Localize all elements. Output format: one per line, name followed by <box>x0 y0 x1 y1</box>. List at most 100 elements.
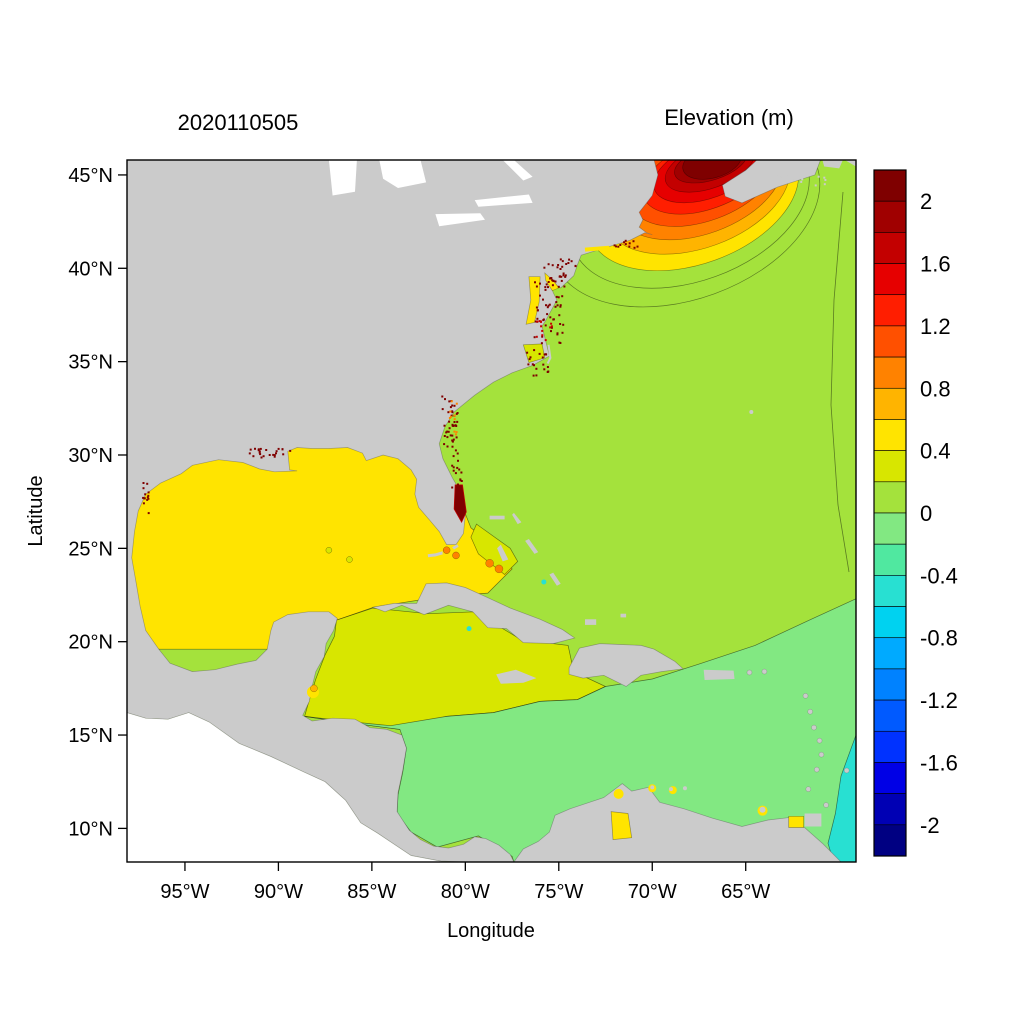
bahama-bank-spots <box>485 559 494 568</box>
colorbar-tick-label: -0.8 <box>920 626 958 651</box>
estuary-speckles-dot <box>446 436 449 439</box>
y-tick-label: 10°N <box>68 818 113 840</box>
estuary-speckles-dot <box>570 260 573 263</box>
estuary-speckles-dot <box>143 497 146 500</box>
y-tick-label: 20°N <box>68 632 113 654</box>
colorbar-block <box>873 263 907 296</box>
estuary-speckles-dot <box>538 352 541 355</box>
estuary-speckles-dot <box>452 455 455 458</box>
hispaniola-land <box>568 643 684 687</box>
x-tick-label: 70°W <box>628 881 677 903</box>
gulf-of-maine-surge-ring <box>682 160 742 180</box>
estuary-speckles-dot <box>557 296 560 299</box>
estuary-speckles-dot <box>142 496 145 499</box>
cuba-land <box>371 582 576 644</box>
estuary-speckles-dot <box>558 314 561 317</box>
estuary-speckles-dot <box>538 320 541 323</box>
estuary-speckles-dot <box>444 398 446 401</box>
estuary-speckles-dot <box>260 456 263 459</box>
estuary-speckles-dot <box>446 445 449 448</box>
estuary-speckles-dot <box>453 421 456 423</box>
estuary-speckles-dot <box>542 363 545 366</box>
estuary-speckles-dot <box>552 318 555 321</box>
long-island-bahamas-land <box>549 572 561 586</box>
estuary-speckles-dot <box>460 471 463 474</box>
estuary-speckles-dot <box>457 459 459 462</box>
cayman-low-spots <box>466 626 472 632</box>
estuary-speckles-dot <box>452 438 455 441</box>
lesser-antilles-islands <box>746 669 753 676</box>
estuary-speckles-dot <box>448 420 451 423</box>
estuary-speckles-dot <box>453 430 456 433</box>
abaco-land <box>512 512 522 525</box>
estuary-speckles-dot <box>527 363 530 366</box>
colorbar-block <box>873 356 907 389</box>
estuary-speckles-dot <box>272 453 275 456</box>
estuary-speckles-dot <box>624 243 627 246</box>
estuary-speckles-dot <box>540 342 543 345</box>
southern-caribbean <box>304 598 856 862</box>
pamlico-sound <box>522 343 546 364</box>
estuary-speckles-dot <box>535 306 538 309</box>
colorbar-block <box>873 762 907 794</box>
estuary-speckles-dot <box>628 242 631 245</box>
estuary-speckles-dot <box>564 275 567 278</box>
colorbar-block <box>873 668 907 701</box>
estuary-speckles-dot <box>564 274 567 277</box>
estuary-speckles-dot <box>451 464 454 467</box>
south-america-land <box>513 783 842 862</box>
estuary-speckles-dot <box>547 304 550 307</box>
jamaica-land <box>496 669 537 684</box>
estuary-speckles-dot <box>147 497 150 500</box>
estuary-speckles-dot <box>550 322 553 325</box>
colorbar: 2 1.6 1.2 0.8 0.4 0 -0.4 -0.8 -1.2 -1.6 -2 <box>873 169 958 857</box>
estuary-speckles-dot <box>528 358 531 361</box>
colorbar-block <box>873 450 907 483</box>
estuary-speckles-dot <box>268 454 271 456</box>
estuary-speckles-dot <box>561 295 564 298</box>
gulf-of-paria-high <box>788 815 805 828</box>
estuary-speckles-dot <box>446 430 449 433</box>
estuary-speckles-dot <box>574 264 577 267</box>
estuary-speckles-dot <box>551 264 554 267</box>
map-area <box>127 160 856 862</box>
estuary-speckles-dot <box>441 395 444 398</box>
florida-keys <box>427 544 459 558</box>
estuary-speckles-dot <box>781 171 784 174</box>
x-tick-label: 80°W <box>441 881 490 903</box>
estuary-speckles-dot <box>549 326 552 329</box>
estuary-speckles-dot <box>824 179 827 181</box>
estuary-speckles-dot <box>277 447 280 450</box>
estuary-speckles-dot <box>265 449 268 451</box>
southeast-edge-low <box>827 734 856 862</box>
abc-islands <box>650 785 655 790</box>
estuary-speckles-dot <box>547 370 550 373</box>
estuary-speckles-dot <box>613 244 616 247</box>
colorbar-tick-label: 1.2 <box>920 314 951 339</box>
estuary-speckles-dot <box>275 450 278 453</box>
estuary-speckles-dot <box>541 335 544 338</box>
florida-bay-high <box>442 546 451 554</box>
estuary-speckles-dot <box>249 448 252 451</box>
grand-bahama-land <box>489 515 505 520</box>
st-lawrence-river <box>502 160 533 181</box>
colorbar-block <box>873 575 907 607</box>
lesser-antilles-islands <box>811 724 817 731</box>
y-tick-label: 25°N <box>68 538 113 560</box>
estuary-speckles-dot <box>817 175 820 178</box>
outer-banks-barrier <box>546 344 552 364</box>
chesapeake-bay-high <box>525 276 541 325</box>
colorbar-tick-label: 0 <box>920 501 932 526</box>
estuary-speckles-dot <box>443 435 446 437</box>
estuary-speckles-dot <box>543 368 546 371</box>
estuary-speckles-dot <box>531 363 534 366</box>
estuary-speckles-dot <box>545 304 547 307</box>
estuary-speckles-dot <box>556 266 559 269</box>
estuary-speckles-dot <box>529 356 532 359</box>
estuary-speckles-dot <box>450 400 453 403</box>
estuary-speckles-dot <box>557 264 560 266</box>
estuary-speckles-dot <box>289 449 292 452</box>
estuary-speckles-dot <box>544 288 547 291</box>
colorbar-tick-label: 0.8 <box>920 376 951 401</box>
